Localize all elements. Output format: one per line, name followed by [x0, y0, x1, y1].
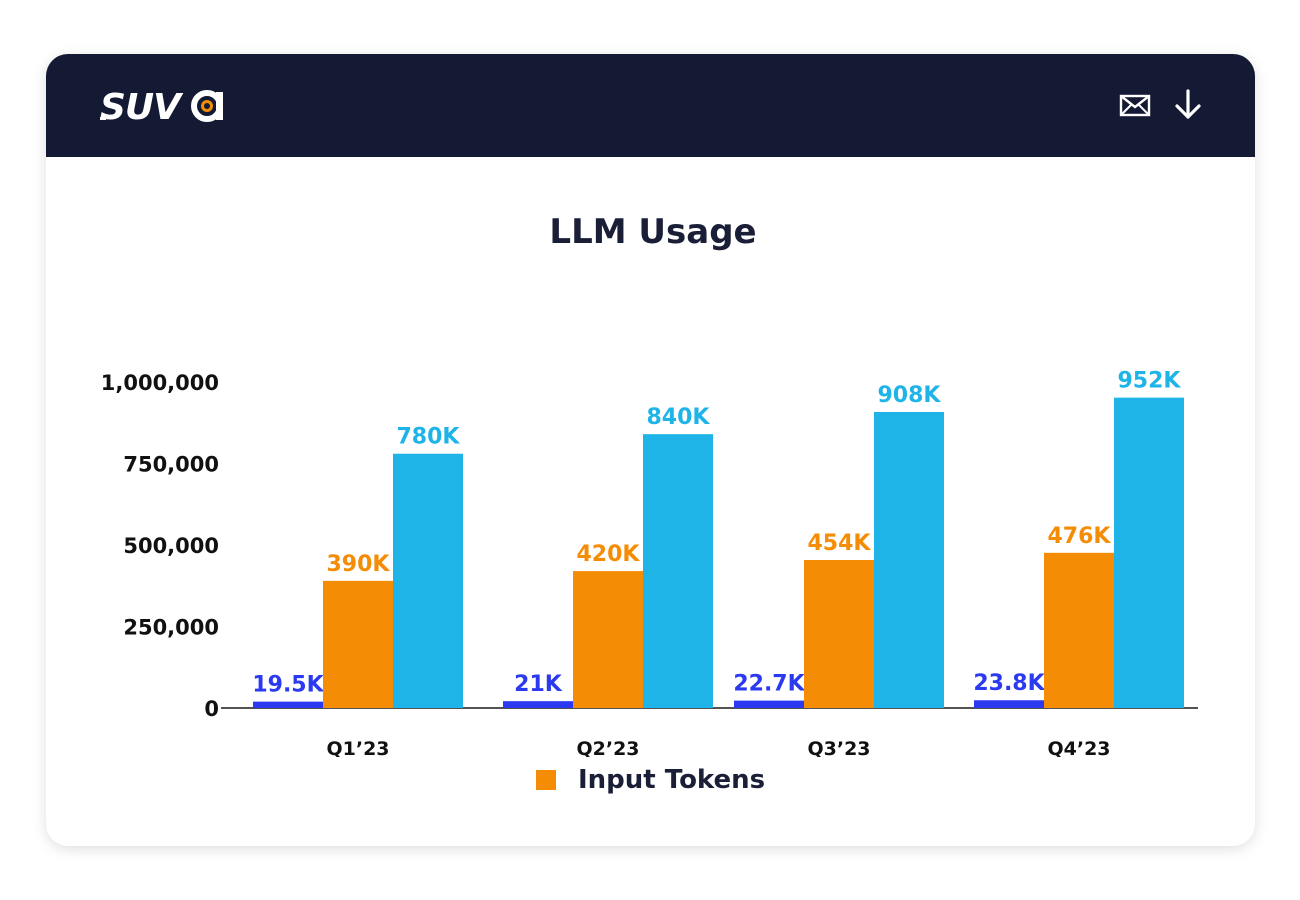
suva-logo: SUV — [100, 87, 223, 126]
chart-card: SUV LLM Usage 0 250,000 500,000 750,0 — [46, 54, 1255, 846]
bar — [503, 701, 573, 708]
bar — [643, 434, 713, 708]
legend-swatch-input-tokens — [536, 770, 556, 790]
email-button[interactable] — [1118, 88, 1152, 122]
bar — [393, 453, 463, 708]
bar-data-label: 476K — [1048, 524, 1112, 549]
x-tick-label: Q2’23 — [576, 738, 639, 757]
chart-area: LLM Usage 0 250,000 500,000 750,000 1,000,00… — [46, 157, 1255, 846]
x-tick-label: Q3’23 — [807, 738, 870, 757]
bar-data-label: 22.7K — [733, 672, 805, 697]
svg-text:SUV: SUV — [100, 87, 184, 126]
bar — [253, 701, 323, 708]
bar-data-label: 840K — [647, 405, 711, 430]
bar-data-label: 21K — [514, 672, 563, 697]
y-tick-label: 500,000 — [123, 534, 219, 558]
bar-data-label: 420K — [577, 542, 641, 567]
x-tick-label: Q1’23 — [326, 738, 389, 757]
bar — [804, 559, 874, 708]
bar — [573, 571, 643, 708]
bar — [734, 700, 804, 708]
bar — [974, 700, 1044, 708]
y-tick-label: 250,000 — [123, 616, 219, 640]
y-tick-label: 1,000,000 — [101, 371, 219, 395]
bar-data-label: 908K — [878, 383, 942, 408]
legend: Input Tokens — [536, 764, 765, 796]
header-bar: SUV — [46, 54, 1255, 157]
bar — [1114, 397, 1184, 708]
legend-label-input-tokens: Input Tokens — [578, 765, 766, 795]
bar-chart: LLM Usage 0 250,000 500,000 750,000 1,000,00… — [101, 212, 1198, 757]
bar-data-label: 19.5K — [252, 673, 324, 698]
bar — [323, 580, 393, 708]
download-icon — [1175, 89, 1201, 119]
bar-data-label: 780K — [397, 425, 461, 450]
download-button[interactable] — [1171, 88, 1205, 122]
bar-data-label: 454K — [808, 531, 872, 556]
y-tick-label: 0 — [204, 697, 219, 721]
bar-data-label: 390K — [327, 552, 391, 577]
y-tick-label: 750,000 — [123, 453, 219, 477]
bar-data-label: 952K — [1118, 369, 1182, 394]
bar-data-label: 23.8K — [973, 671, 1045, 696]
mail-icon — [1119, 94, 1151, 117]
x-tick-label: Q4’23 — [1047, 738, 1110, 757]
chart-title: LLM Usage — [549, 212, 756, 252]
bar — [1044, 552, 1114, 708]
bar — [874, 411, 944, 708]
